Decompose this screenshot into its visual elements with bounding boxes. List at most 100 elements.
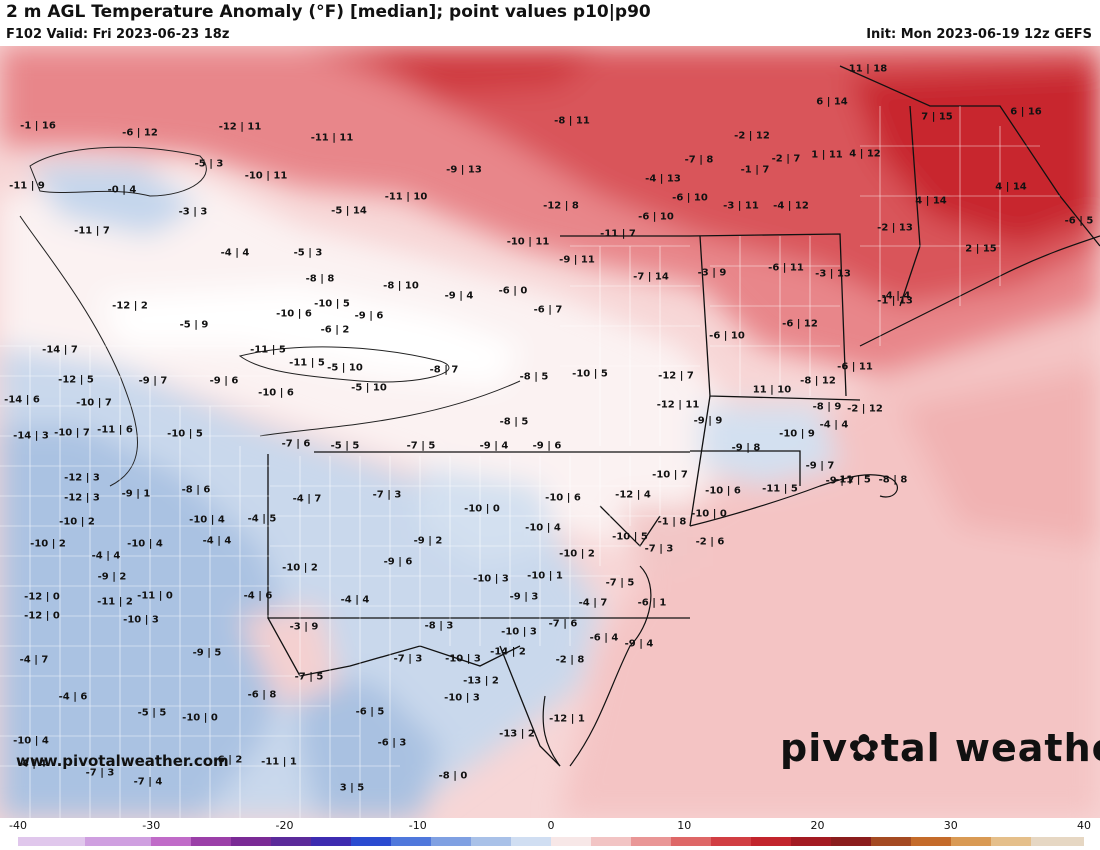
point-value-label: -9 | 9 bbox=[693, 415, 723, 427]
point-value-label: -2 | 13 bbox=[877, 222, 913, 234]
point-value-label: -12 | 0 bbox=[24, 610, 60, 622]
point-value-label: -4 | 4 bbox=[881, 290, 911, 302]
point-value-label: -12 | 11 bbox=[218, 121, 262, 133]
point-value-label: -10 | 3 bbox=[123, 614, 159, 626]
point-value-label: -10 | 4 bbox=[13, 735, 49, 747]
point-value-label: -7 | 5 bbox=[406, 440, 436, 452]
point-value-label: -9 | 6 bbox=[383, 556, 413, 568]
anomaly-field bbox=[0, 46, 1100, 818]
point-value-label: -11 | 9 bbox=[9, 180, 45, 192]
colorbar-segment bbox=[750, 837, 792, 846]
colorbar-tick-label: -10 bbox=[408, 819, 427, 832]
point-value-label: -13 | 2 bbox=[463, 675, 499, 687]
colorbar-segment bbox=[18, 837, 86, 846]
colorbar-segment bbox=[351, 837, 392, 846]
colorbar-segment bbox=[311, 837, 352, 846]
point-value-label: -6 | 10 bbox=[672, 192, 708, 204]
point-value-label: 7 | 15 bbox=[921, 111, 953, 123]
point-value-label: -9 | 6 bbox=[209, 375, 239, 387]
point-value-label: -5 | 3 bbox=[293, 247, 323, 259]
point-value-label: -4 | 4 bbox=[91, 550, 121, 562]
point-value-label: 11 | 10 bbox=[752, 384, 792, 396]
colorbar-segment bbox=[151, 837, 192, 846]
point-value-label: -4 | 6 bbox=[58, 691, 88, 703]
point-value-label: -4 | 13 bbox=[645, 173, 681, 185]
point-value-label: -6 | 10 bbox=[709, 330, 745, 342]
point-value-label: -9 | 1 bbox=[121, 488, 151, 500]
point-value-label: -11 | 5 bbox=[250, 344, 286, 356]
anomaly-map[interactable]: -1 | 16 -6 | 12 -12 | 11 -11 | 11 -8 | 11 11 … bbox=[0, 46, 1100, 818]
colorbar-tick-label: 40 bbox=[1077, 819, 1091, 832]
point-value-label: -3 | 3 bbox=[178, 206, 208, 218]
point-value-label: -4 | 5 bbox=[247, 513, 277, 525]
point-value-label: -6 | 7 bbox=[533, 304, 563, 316]
colorbar-tick-label: 0 bbox=[547, 819, 555, 832]
colorbar-segment bbox=[271, 837, 312, 846]
point-value-label: -12 | 4 bbox=[615, 489, 651, 501]
point-value-label: -11 | 5 bbox=[762, 483, 798, 495]
point-value-label: -6 | 8 bbox=[247, 689, 277, 701]
point-value-label: -11 | 7 bbox=[600, 228, 636, 240]
point-value-label: -5 | 5 bbox=[330, 440, 360, 452]
colorbar-segment bbox=[231, 837, 272, 846]
point-value-label: -6 | 12 bbox=[122, 127, 158, 139]
point-value-label: -10 | 5 bbox=[167, 428, 203, 440]
point-value-label: -11 | 0 bbox=[137, 590, 173, 602]
point-value-label: -10 | 5 bbox=[612, 531, 648, 543]
point-value-label: -6 | 10 bbox=[638, 211, 674, 223]
point-value-label: -3 | 9 bbox=[289, 621, 319, 633]
point-value-label: -7 | 14 bbox=[633, 271, 669, 283]
point-value-label: -1 | 13 bbox=[877, 295, 913, 307]
colorbar-segment bbox=[870, 837, 912, 846]
point-value-label: -4 | 6 bbox=[243, 590, 273, 602]
point-value-label: -4 | 4 bbox=[202, 535, 232, 547]
point-value-label: -10 | 3 bbox=[444, 692, 480, 704]
point-value-label: -6 | 3 bbox=[377, 737, 407, 749]
point-value-label: -14 | 7 bbox=[42, 344, 78, 356]
point-value-label: -9 | 7 bbox=[138, 375, 168, 387]
logo-text-left: piv bbox=[780, 726, 848, 770]
point-value-label: -6 | 11 bbox=[837, 361, 873, 373]
point-value-label: -10 | 6 bbox=[276, 308, 312, 320]
point-value-label: -7 | 3 bbox=[393, 653, 423, 665]
point-value-label: 3 | 5 bbox=[339, 782, 365, 794]
point-value-label: -10 | 6 bbox=[258, 387, 294, 399]
point-value-label: 1 | 11 bbox=[811, 149, 843, 161]
point-value-label: -12 | 3 bbox=[64, 472, 100, 484]
point-value-label: -7 | 6 bbox=[548, 618, 578, 630]
colorbar-tick-label: -30 bbox=[142, 819, 161, 832]
point-value-label: -9 | 6 bbox=[354, 310, 384, 322]
point-value-label: -2 | 12 bbox=[847, 403, 883, 415]
point-value-label: -7 | 3 bbox=[372, 489, 402, 501]
point-value-label: -14 | 2 bbox=[490, 646, 526, 658]
point-value-label: -10 | 11 bbox=[244, 170, 288, 182]
point-value-label: -7 | 3 bbox=[644, 543, 674, 555]
colorbar-segment bbox=[590, 837, 632, 846]
valid-time: F102 Valid: Fri 2023-06-23 18z bbox=[6, 27, 230, 42]
point-value-label: -10 | 2 bbox=[59, 516, 95, 528]
point-value-label: -6 | 5 bbox=[355, 706, 385, 718]
point-value-label: -10 | 4 bbox=[189, 514, 225, 526]
point-value-label: -4 | 12 bbox=[773, 200, 809, 212]
point-value-label: -4 | 7 bbox=[578, 597, 608, 609]
colorbar bbox=[18, 837, 1085, 846]
point-value-label: -8 | 12 bbox=[800, 375, 836, 387]
point-value-label: -10 | 7 bbox=[54, 427, 90, 439]
colorbar-tick-label: 10 bbox=[677, 819, 692, 832]
colorbar-tick-label: 30 bbox=[943, 819, 958, 832]
point-value-label: -1 | 7 bbox=[740, 164, 770, 176]
point-value-label: -10 | 4 bbox=[127, 538, 163, 550]
point-value-label: -13 | 2 bbox=[499, 728, 535, 740]
point-value-label: -7 | 5 bbox=[294, 671, 324, 683]
point-value-label: -10 | 3 bbox=[473, 573, 509, 585]
point-value-label: -12 | 0 bbox=[24, 591, 60, 603]
map-header: 2 m AGL Temperature Anomaly (°F) [median… bbox=[0, 0, 1100, 46]
point-value-label: -2 | 12 bbox=[734, 130, 770, 142]
point-value-label: -8 | 6 bbox=[181, 484, 211, 496]
point-value-label: -4 | 7 bbox=[19, 654, 49, 666]
point-value-label: -12 | 7 bbox=[658, 370, 694, 382]
point-value-label: -11 | 7 bbox=[74, 225, 110, 237]
point-value-label: -9 | 8 bbox=[731, 442, 761, 454]
point-value-label: -10 | 0 bbox=[464, 503, 500, 515]
colorbar-segment bbox=[790, 837, 832, 846]
